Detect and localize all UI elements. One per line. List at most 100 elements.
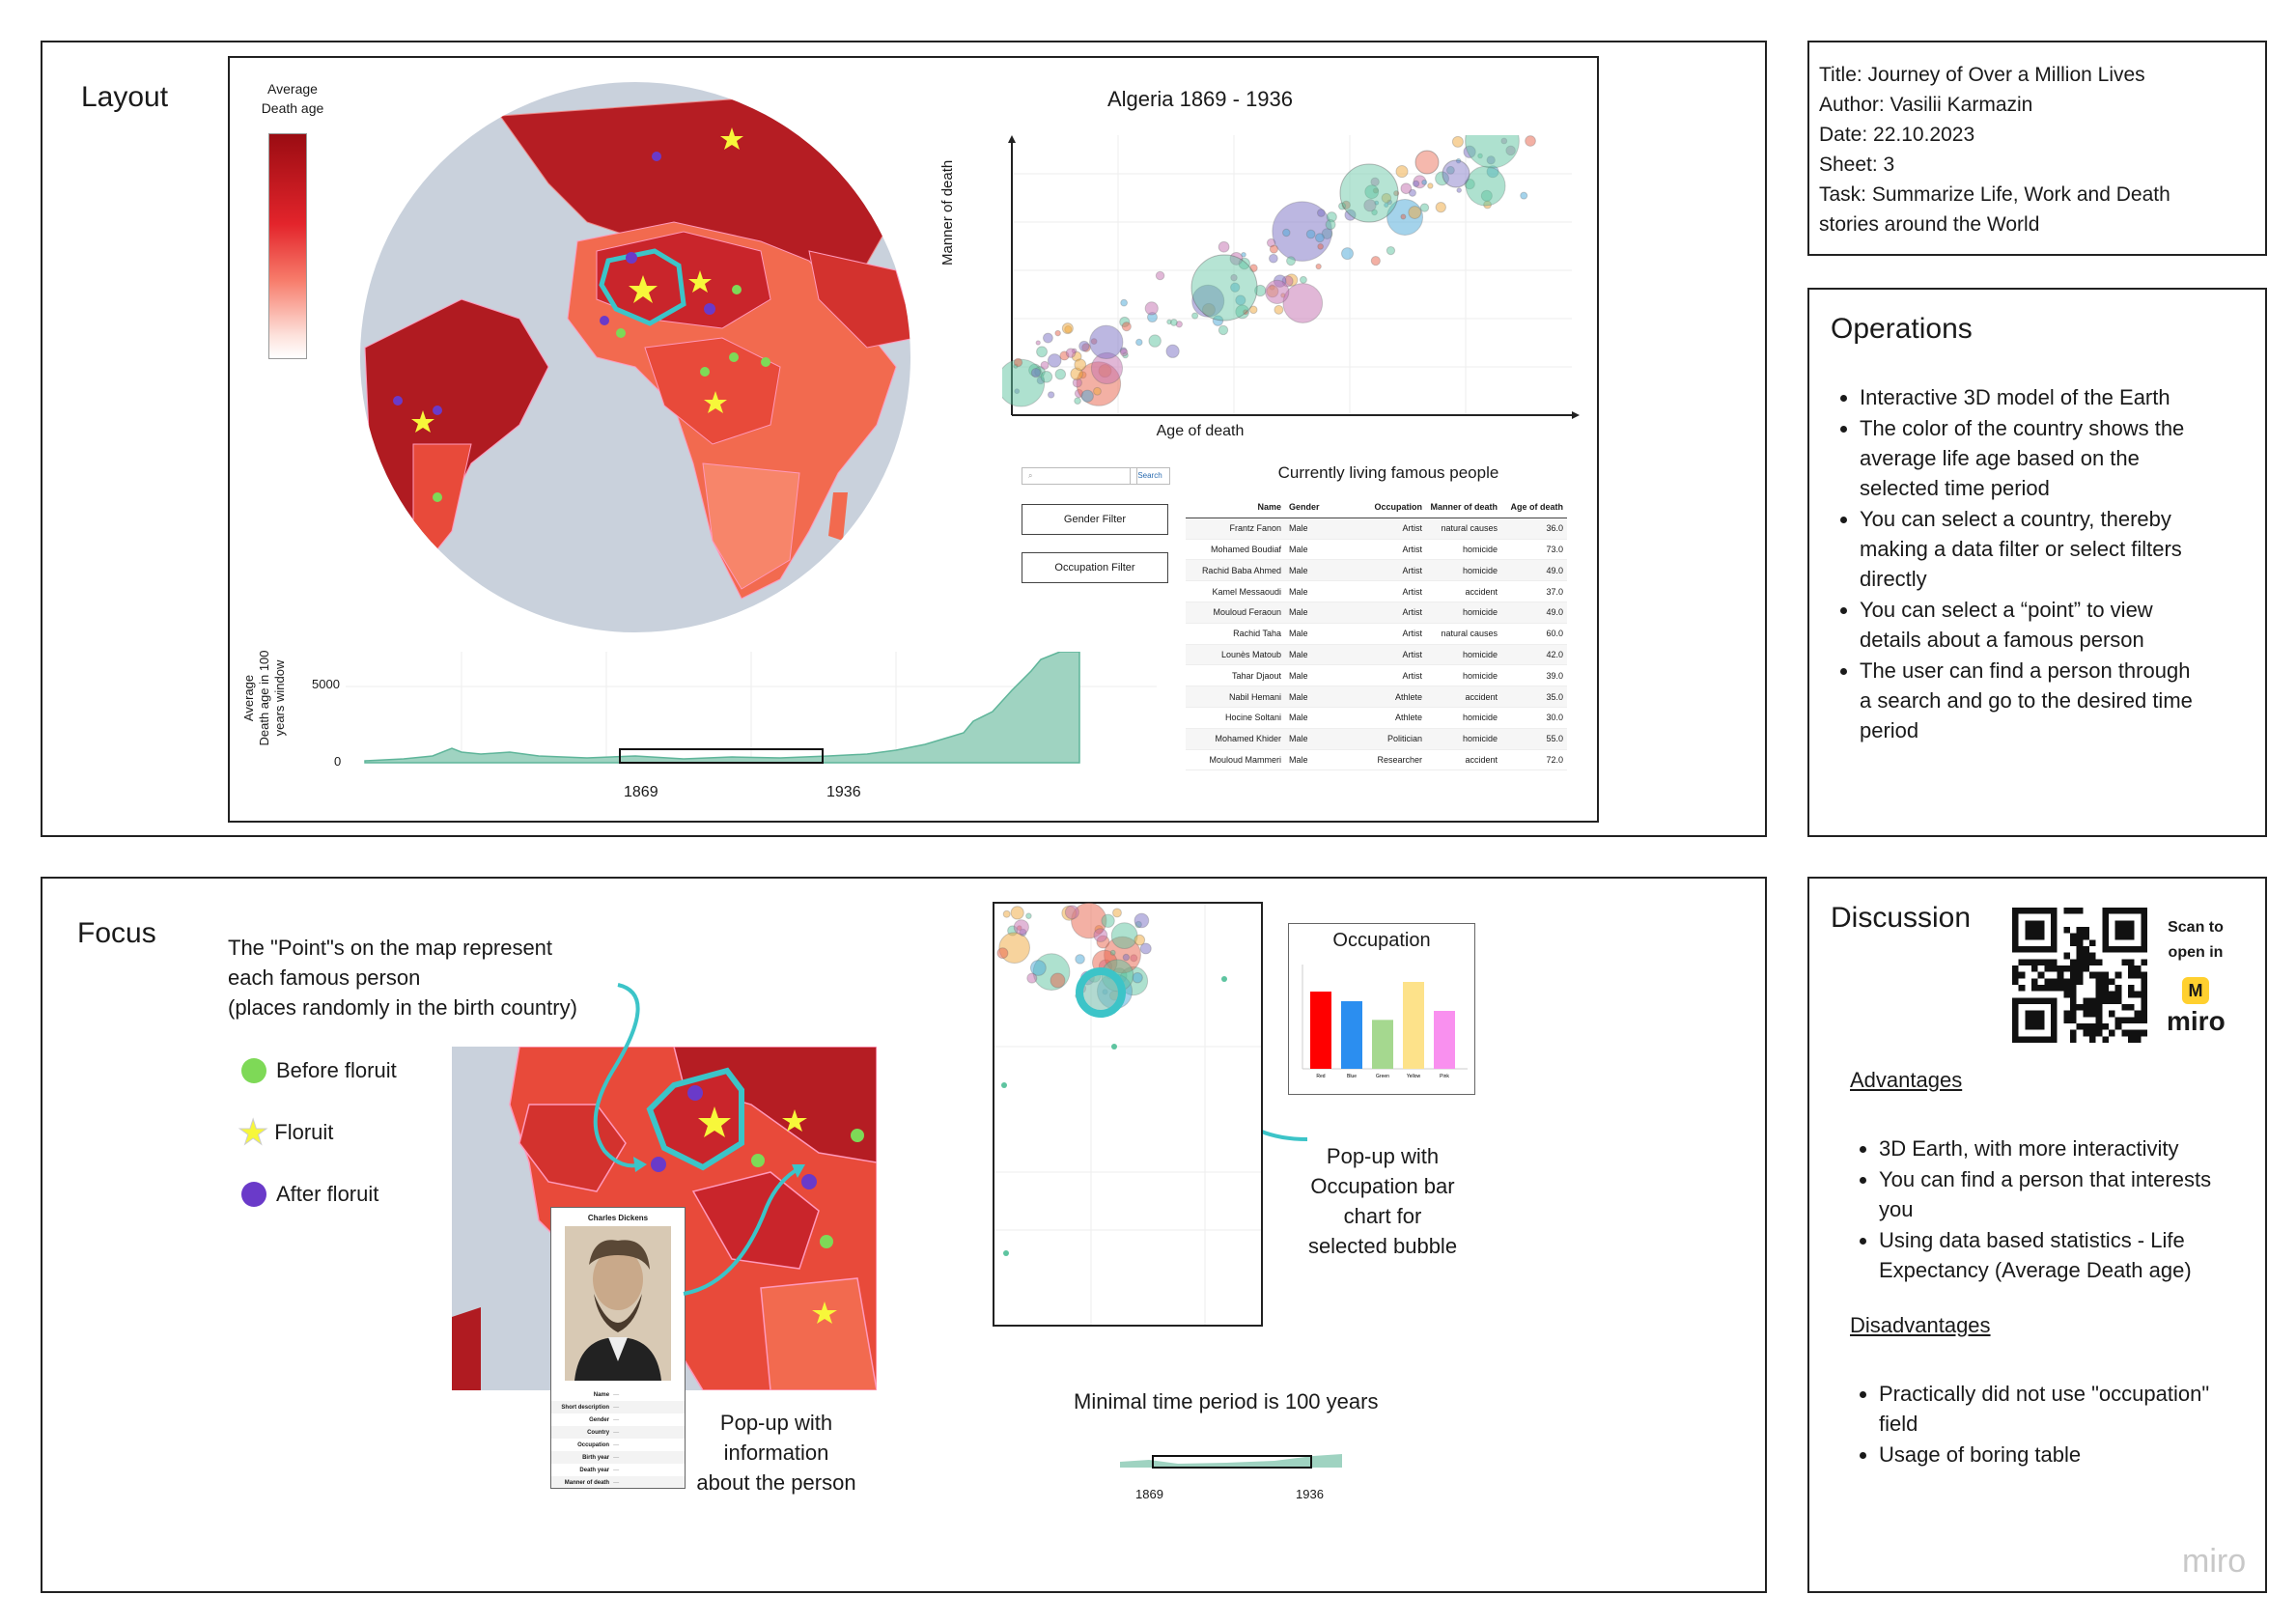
table-header-cell[interactable]: Occupation [1331,497,1426,518]
zoom-bubble[interactable] [1010,906,1024,920]
scatter-bubble[interactable] [1249,264,1258,272]
scatter-bubble[interactable] [1393,190,1400,197]
scatter-bubble[interactable] [1120,298,1128,307]
table-row[interactable]: Rachid Taha Male Artist natural causes 60.0 [1186,623,1567,645]
zoom-bubble[interactable] [1093,928,1108,942]
scatter-bubble[interactable] [1325,219,1336,231]
zoom-bubble[interactable] [1064,905,1079,920]
scatter-bubble[interactable] [1282,283,1324,323]
scatter-bubble[interactable] [1144,301,1159,316]
scatter-bubble[interactable] [1040,370,1053,383]
zoom-after-1[interactable] [687,1085,703,1101]
table-row[interactable]: Hocine Soltani Male Athlete homicide 30.0 [1186,707,1567,729]
zoom-bubble[interactable] [1101,913,1115,928]
zoom-star-1[interactable] [698,1106,731,1137]
scatter-bubble[interactable] [1241,251,1246,258]
zoom-bubble[interactable] [1026,972,1038,984]
occupation-bar[interactable] [1403,982,1424,1069]
scatter-bubble[interactable] [1047,391,1055,399]
scatter-bubble[interactable] [1191,312,1199,320]
scatter-bubble[interactable] [1414,150,1440,175]
scatter-bubble[interactable] [1089,324,1124,359]
scatter-bubble[interactable] [1030,367,1042,378]
before-point-5[interactable] [433,492,442,502]
zoom-before-1[interactable] [851,1129,864,1142]
timeline-chart[interactable] [346,652,1157,777]
globe-map[interactable] [355,77,915,637]
zoom-bubble[interactable] [1001,1082,1007,1088]
qr-code[interactable] [2012,908,2147,1043]
floruit-star-3[interactable] [720,127,743,150]
scatter-bubble[interactable] [1054,368,1067,380]
scatter-bubble[interactable] [1212,315,1224,326]
table-row[interactable]: Kamel Messaoudi Male Artist accident 37.0 [1186,580,1567,602]
scatter-bubble[interactable] [1344,209,1357,221]
table-row[interactable]: Mohamed Khider Male Politician homicide 55.0 [1186,728,1567,750]
scatter-bubble[interactable] [1065,348,1077,358]
selected-bubble[interactable] [1076,967,1126,1018]
mini-timeline[interactable] [1120,1446,1344,1469]
scatter-bubble[interactable] [1061,322,1074,335]
scatter-bubble[interactable] [1190,254,1258,322]
search-button[interactable]: Search [1130,467,1170,485]
zoom-bubble[interactable] [1122,953,1131,962]
zoom-star-2[interactable] [782,1109,807,1132]
occupation-bar[interactable] [1434,1011,1455,1069]
table-header-cell[interactable]: Manner of death [1426,497,1501,518]
scatter-bubble[interactable] [1135,338,1143,347]
zoom-bubble[interactable] [1110,922,1138,950]
table-row[interactable]: Frantz Fanon Male Artist natural causes 36.0 [1186,518,1567,540]
scatter-bubble[interactable] [1148,334,1162,348]
table-row[interactable]: Tahar Djaout Male Artist homicide 39.0 [1186,664,1567,687]
scatter-bubble[interactable] [1229,252,1244,266]
after-point-4[interactable] [433,406,442,415]
scatter-bubble[interactable] [1371,209,1378,216]
scatter-bubble[interactable] [1243,309,1248,316]
scatter-bubble[interactable] [1363,199,1377,212]
zoom-bubble[interactable] [1003,1250,1009,1256]
floruit-star-4[interactable] [704,391,727,413]
scatter-bubble[interactable] [1395,165,1409,179]
occupation-bar[interactable] [1341,1001,1362,1069]
scatter-bubble[interactable] [1315,263,1322,270]
scatter-bubble[interactable] [1119,348,1129,357]
scatter-bubble[interactable] [1054,329,1061,337]
scatter-bubble[interactable] [1408,206,1422,219]
zoom-bubble[interactable] [1221,976,1227,982]
scatter-bubble[interactable] [1286,256,1296,266]
zoomed-scatter[interactable] [993,902,1263,1327]
floruit-star-2[interactable] [688,270,712,293]
person-popup[interactable]: Charles Dickens Name — Short description —… [550,1207,686,1489]
floruit-star-1[interactable] [629,275,658,303]
scatter-bubble[interactable] [1169,319,1178,326]
scatter-bubble[interactable] [1093,386,1102,396]
algeria-zoom-highlight[interactable] [646,1067,744,1171]
zoom-bubble[interactable] [1111,1044,1117,1049]
search-input[interactable]: ⌕ [1022,467,1137,485]
zoom-before-2[interactable] [751,1154,765,1167]
zoom-bubble[interactable] [1139,942,1152,955]
scatter-bubble[interactable] [1419,203,1430,212]
scatter-bubble[interactable] [1400,213,1407,220]
scatter-bubble[interactable] [1078,340,1090,352]
scatter-bubble[interactable] [1381,192,1392,204]
scatter-bubble[interactable] [1274,304,1284,315]
scatter-bubble[interactable] [1047,353,1062,368]
scatter-bubble[interactable] [1002,358,1046,407]
scatter-bubble[interactable] [1218,240,1230,253]
scatter-bubble[interactable] [1427,182,1434,189]
before-point-4[interactable] [729,352,739,362]
zoom-bubble[interactable] [1109,949,1116,956]
scatter-bubbles[interactable] [1002,135,1536,407]
before-point-2[interactable] [616,328,626,338]
scatter-bubble[interactable] [1282,228,1291,238]
timeline-brush[interactable] [619,748,824,764]
table-row[interactable]: Mouloud Mammeri Male Researcher accident 72.… [1186,749,1567,771]
scatter-bubble[interactable] [1305,229,1316,239]
scatter-bubble[interactable] [1384,202,1389,208]
scatter-bubble[interactable] [1040,360,1050,370]
scatter-bubble[interactable] [1265,279,1290,304]
table-header-cell[interactable]: Name [1186,497,1285,518]
scatter-bubble[interactable] [1036,346,1048,358]
occupation-filter-button[interactable]: Occupation Filter [1022,552,1168,583]
